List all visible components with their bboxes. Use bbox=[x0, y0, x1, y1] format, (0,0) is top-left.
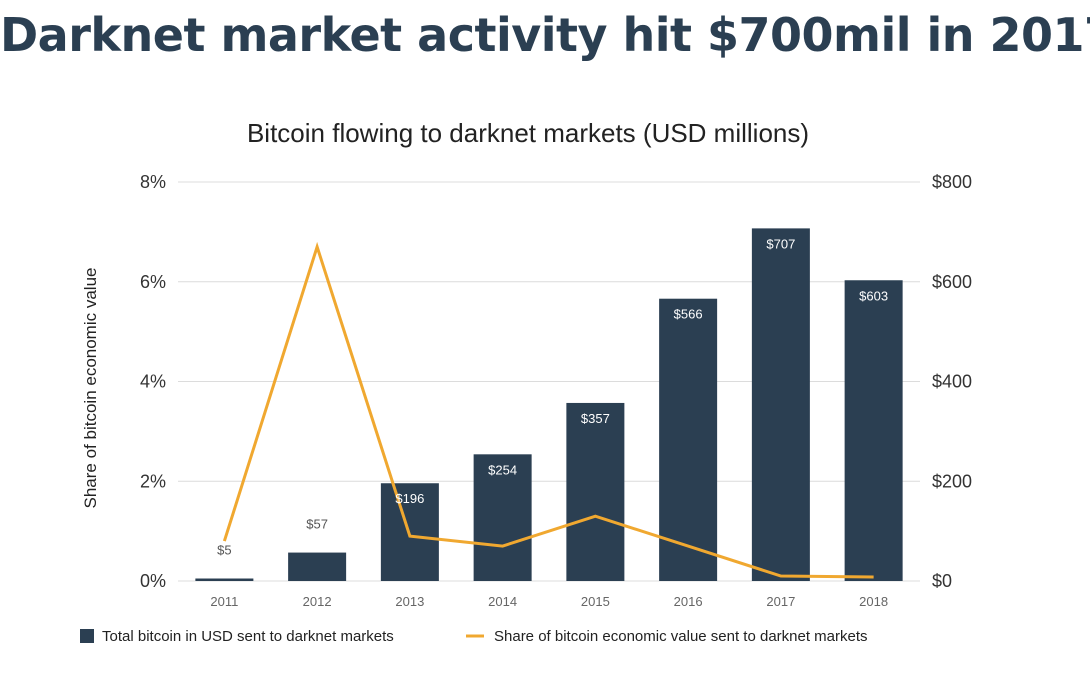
left-tick-label: 8% bbox=[140, 172, 166, 192]
chart-title: Bitcoin flowing to darknet markets (USD … bbox=[247, 118, 809, 148]
bar-value-label: $57 bbox=[306, 517, 328, 532]
bar-value-label: $196 bbox=[395, 491, 424, 506]
x-tick-label: 2016 bbox=[674, 594, 703, 609]
legend-line-label: Share of bitcoin economic value sent to … bbox=[494, 628, 868, 645]
y-axis-label: Share of bitcoin economic value bbox=[81, 268, 100, 509]
bar-value-label: $707 bbox=[766, 236, 795, 251]
right-tick-label: $600 bbox=[932, 272, 972, 292]
bar-value-label: $5 bbox=[217, 543, 231, 558]
x-tick-label: 2013 bbox=[395, 594, 424, 609]
bar bbox=[195, 578, 254, 581]
line-series bbox=[222, 241, 874, 579]
left-tick-label: 4% bbox=[140, 372, 166, 392]
left-tick-label: 0% bbox=[140, 571, 166, 591]
axes: 0% $0 2% $200 4% $400 6% $600 8% $800 2011 2012 2013… bbox=[140, 172, 972, 609]
bar-value-label: $603 bbox=[859, 288, 888, 303]
bar bbox=[751, 228, 810, 582]
left-tick-label: 2% bbox=[140, 471, 166, 491]
x-tick-label: 2012 bbox=[303, 594, 332, 609]
x-tick-label: 2017 bbox=[766, 594, 795, 609]
bar-series bbox=[195, 228, 903, 582]
bar-value-label: $254 bbox=[488, 462, 517, 477]
data-labels: $5 $57 $196 $254 $357 $566 $707 $603 bbox=[217, 236, 888, 557]
bar-value-label: $357 bbox=[581, 411, 610, 426]
right-tick-label: $800 bbox=[932, 172, 972, 192]
left-tick-label: 6% bbox=[140, 272, 166, 292]
legend-bar-swatch bbox=[80, 629, 94, 643]
x-tick-label: 2015 bbox=[581, 594, 610, 609]
x-tick-label: 2011 bbox=[210, 594, 238, 609]
bar bbox=[288, 552, 347, 581]
right-tick-label: $0 bbox=[932, 571, 952, 591]
right-tick-label: $200 bbox=[932, 471, 972, 491]
bar bbox=[566, 402, 625, 581]
x-tick-label: 2018 bbox=[859, 594, 888, 609]
legend: Total bitcoin in USD sent to darknet mar… bbox=[80, 628, 868, 645]
bar bbox=[659, 298, 718, 581]
x-tick-label: 2014 bbox=[488, 594, 517, 609]
bar bbox=[473, 454, 532, 581]
right-tick-label: $400 bbox=[932, 372, 972, 392]
share-line bbox=[222, 241, 874, 579]
headline: Darknet market activity hit $700mil in 2… bbox=[0, 8, 1090, 62]
bar bbox=[844, 280, 903, 581]
legend-bar-label: Total bitcoin in USD sent to darknet mar… bbox=[102, 628, 394, 645]
bar-value-label: $566 bbox=[674, 307, 703, 322]
